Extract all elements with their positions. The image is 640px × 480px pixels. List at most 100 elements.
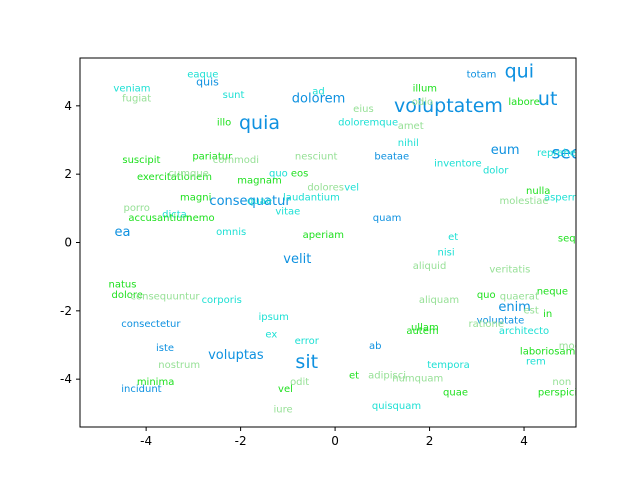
word-point: aspernatur [544, 193, 599, 204]
word-point: nulla [526, 186, 550, 197]
word-point: adipisci [368, 370, 406, 381]
word-point: exercitationem [137, 172, 212, 183]
word-point: fugiat [122, 94, 151, 105]
word-point: est [523, 305, 538, 316]
word-point: consequuntur [130, 292, 200, 303]
word-point: consequatur [209, 194, 291, 209]
word-point: nihil [398, 138, 419, 149]
word-point: nemo [186, 213, 214, 224]
x-tick-label: -2 [235, 434, 247, 448]
word-point: inventore [434, 158, 482, 169]
word-point: eos [291, 169, 308, 180]
word-point: dolore [112, 290, 143, 301]
y-tick-label: 4 [64, 99, 72, 113]
word-point: suscipit [122, 155, 160, 166]
x-tick-label: 4 [520, 434, 528, 448]
word-point: quae [443, 387, 468, 398]
word-point: pariatur [192, 152, 233, 163]
x-tick-label: 0 [331, 434, 339, 448]
word-point: reprehenderit [537, 148, 606, 159]
word-point: porro [123, 203, 149, 214]
x-tick-label: 2 [426, 434, 434, 448]
word-point: natus [109, 280, 137, 291]
word-point: aperiam [303, 230, 344, 241]
word-point: quo [269, 169, 288, 180]
word-point: quaerat [500, 292, 539, 303]
word-point: sunt [223, 90, 245, 101]
word-point: veritatis [489, 264, 530, 275]
word-point: ut [538, 88, 558, 110]
word-point: eum [491, 143, 520, 158]
word-point: illo [217, 117, 231, 128]
word-point: iure [274, 404, 293, 415]
word-point: eaque [187, 70, 218, 81]
y-tick-label: -4 [60, 372, 72, 386]
word-point: ab [369, 341, 381, 352]
word-point: corporis [202, 295, 242, 306]
word-point: quae [247, 196, 272, 207]
word-point: omnis [216, 227, 246, 238]
word-point: ipsum [258, 312, 288, 323]
word-point: qui [505, 61, 534, 83]
word-point: labore [508, 97, 539, 108]
word-point: nisi [438, 247, 455, 258]
word-point: magnam [237, 176, 281, 187]
word-point: odio [412, 97, 433, 108]
word-point: sed [551, 144, 581, 164]
word-point: dolores [307, 182, 344, 193]
word-point: vitae [275, 206, 300, 217]
word-point: voluptas [208, 348, 264, 363]
word-point: odit [290, 377, 309, 388]
word-point: et [349, 370, 359, 381]
word-point: amet [398, 121, 424, 132]
word-point: aliquid [413, 261, 447, 272]
word-point: eius [353, 104, 373, 115]
word-point: vel [344, 182, 359, 193]
word-point: ratione [468, 319, 504, 330]
word-point: perspiciatis [538, 387, 595, 398]
word-point: laudantium [283, 193, 340, 204]
y-tick-label: 0 [64, 236, 72, 250]
word-point: voluptate [477, 316, 525, 327]
word-point: dolor [483, 165, 509, 176]
y-tick-label: -2 [60, 304, 72, 318]
word-point: velit [283, 252, 311, 267]
word-point: sit [295, 351, 318, 373]
word-point: modi [559, 341, 584, 352]
word-point: nostrum [158, 360, 200, 371]
y-tick-label: 2 [64, 167, 72, 181]
word-point: doloremque [338, 117, 398, 128]
x-tick-label: -4 [140, 434, 152, 448]
word-point: quis [196, 75, 219, 88]
word-point: commodi [213, 155, 259, 166]
word-point: dolorem [292, 92, 346, 107]
word-point: magni [180, 193, 211, 204]
word-point: incidunt [121, 384, 161, 395]
word-point: voluptatem [394, 95, 503, 117]
word-point: dicta [162, 210, 187, 221]
word-point: rem [526, 357, 546, 368]
word-point: quam [373, 213, 402, 224]
word-point: iste [156, 343, 174, 354]
word-point: sequi [558, 234, 585, 245]
word-point: illum [413, 83, 437, 94]
word-point: molestiae [500, 196, 549, 207]
word-point: nesciunt [295, 152, 338, 163]
word-point: non [552, 377, 571, 388]
word-point: neque [537, 287, 568, 298]
y-axis-ticks: -4 -2 0 2 4 [60, 99, 80, 386]
word-point: in [543, 309, 552, 320]
word-point: consectetur [121, 319, 181, 330]
word-point: numquam [392, 374, 443, 385]
word-point: quia [239, 112, 280, 134]
word-point: quo [477, 290, 496, 301]
word-point: minima [137, 377, 175, 388]
word-point: tempora [427, 360, 470, 371]
word-point: et [448, 232, 458, 243]
word-point: ullam [411, 322, 439, 333]
word-point: vel [278, 384, 293, 395]
word-point: cumque [168, 169, 208, 180]
word-point: aliquam [419, 295, 459, 306]
